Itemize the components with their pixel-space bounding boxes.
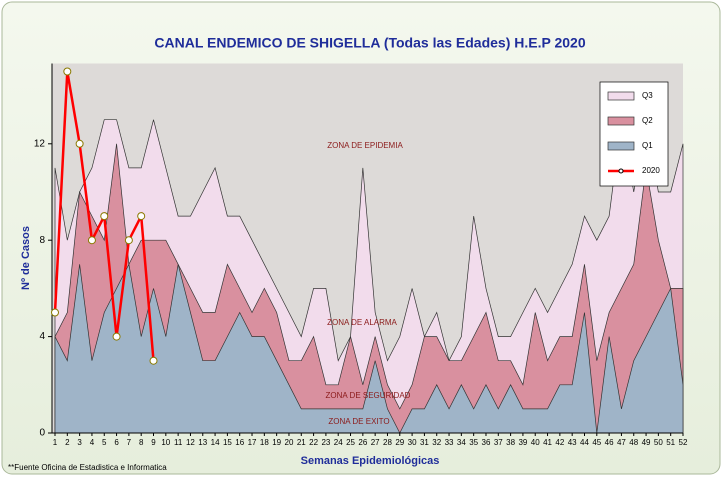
source-note: **Fuente Oficina de Estadistica e Inform… xyxy=(8,463,167,472)
x-tick-label: 46 xyxy=(605,438,614,447)
chart-title: CANAL ENDEMICO DE SHIGELLA (Todas las Ed… xyxy=(154,35,585,51)
x-tick-label: 22 xyxy=(309,438,318,447)
x-tick-label: 14 xyxy=(211,438,220,447)
x-tick-label: 42 xyxy=(555,438,564,447)
x-tick-label: 30 xyxy=(408,438,417,447)
zone-label: ZONA DE ALARMA xyxy=(327,318,397,327)
x-tick-label: 51 xyxy=(666,438,675,447)
zone-label: ZONA DE EXITO xyxy=(328,417,389,426)
x-tick-label: 29 xyxy=(395,438,404,447)
y-tick-label: 8 xyxy=(39,235,45,246)
point xyxy=(149,356,158,365)
point xyxy=(63,67,72,76)
x-tick-label: 5 xyxy=(102,438,107,447)
x-tick-label: 28 xyxy=(383,438,392,447)
x-axis-label: Semanas Epidemiológicas xyxy=(301,455,440,467)
x-tick-label: 38 xyxy=(506,438,515,447)
x-tick-label: 35 xyxy=(469,438,478,447)
x-tick-label: 49 xyxy=(642,438,651,447)
x-tick-label: 16 xyxy=(235,438,244,447)
point xyxy=(100,212,109,221)
x-tick-label: 34 xyxy=(457,438,466,447)
x-tick-label: 25 xyxy=(346,438,355,447)
legend-swatch xyxy=(607,116,635,126)
x-tick-label: 44 xyxy=(580,438,589,447)
x-tick-label: 21 xyxy=(297,438,306,447)
point xyxy=(112,332,121,341)
x-tick-label: 19 xyxy=(272,438,281,447)
x-tick-label: 3 xyxy=(77,438,82,447)
y-tick-label: 12 xyxy=(34,138,46,149)
legend-label: Q3 xyxy=(642,91,653,100)
x-tick-label: 32 xyxy=(432,438,441,447)
x-tick-label: 26 xyxy=(358,438,367,447)
x-tick-label: 40 xyxy=(531,438,540,447)
x-tick-label: 7 xyxy=(127,438,132,447)
point xyxy=(137,212,146,221)
x-tick-label: 15 xyxy=(223,438,232,447)
x-tick-label: 52 xyxy=(679,438,688,447)
x-tick-label: 2 xyxy=(65,438,70,447)
x-tick-label: 37 xyxy=(494,438,503,447)
y-axis-label: Nº de Casos xyxy=(20,226,32,290)
x-tick-label: 11 xyxy=(174,438,183,447)
zone-label: ZONA DE EPIDEMIA xyxy=(327,141,403,150)
x-tick-label: 12 xyxy=(186,438,195,447)
point xyxy=(51,308,59,317)
x-tick-label: 50 xyxy=(654,438,663,447)
legend-label: 2020 xyxy=(642,166,660,175)
x-tick-label: 18 xyxy=(260,438,269,447)
point xyxy=(124,236,133,245)
x-tick-label: 20 xyxy=(285,438,294,447)
x-tick-label: 27 xyxy=(371,438,380,447)
x-tick-label: 41 xyxy=(543,438,552,447)
x-tick-label: 45 xyxy=(592,438,601,447)
x-tick-label: 13 xyxy=(198,438,207,447)
x-tick-label: 23 xyxy=(321,438,330,447)
x-tick-label: 10 xyxy=(161,438,170,447)
legend-swatch xyxy=(607,91,635,101)
x-tick-label: 43 xyxy=(568,438,577,447)
legend-label: Q2 xyxy=(642,116,653,125)
x-tick-label: 6 xyxy=(114,438,119,447)
point xyxy=(75,139,84,148)
x-tick-label: 4 xyxy=(90,438,95,447)
legend-swatch xyxy=(607,141,635,151)
x-tick-label: 39 xyxy=(518,438,527,447)
y-tick-label: 0 xyxy=(39,428,45,439)
x-tick-label: 24 xyxy=(334,438,343,447)
x-tick-label: 48 xyxy=(629,438,638,447)
x-tick-label: 9 xyxy=(151,438,156,447)
x-tick-label: 36 xyxy=(482,438,491,447)
point xyxy=(87,236,96,245)
legend-swatch xyxy=(618,168,624,174)
x-tick-label: 31 xyxy=(420,438,429,447)
x-tick-label: 47 xyxy=(617,438,626,447)
x-tick-label: 33 xyxy=(445,438,454,447)
x-tick-label: 8 xyxy=(139,438,144,447)
legend-label: Q1 xyxy=(642,141,653,150)
zone-label: ZONA DE SEGURIDAD xyxy=(326,391,411,400)
y-tick-label: 4 xyxy=(39,331,45,342)
x-tick-label: 1 xyxy=(53,438,58,447)
x-tick-label: 17 xyxy=(248,438,257,447)
